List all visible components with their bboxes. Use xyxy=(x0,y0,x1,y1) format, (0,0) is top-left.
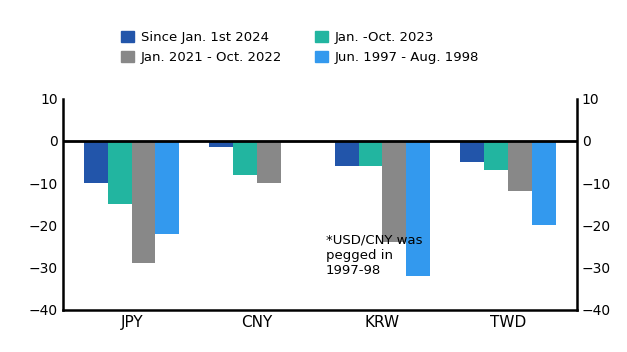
Bar xyxy=(209,141,233,147)
Legend: Since Jan. 1st 2024, Jan. 2021 - Oct. 2022, Jan. -Oct. 2023, Jun. 1997 - Aug. 19: Since Jan. 1st 2024, Jan. 2021 - Oct. 20… xyxy=(121,31,479,64)
Bar xyxy=(335,141,359,166)
Bar xyxy=(508,141,532,191)
Bar xyxy=(132,141,155,263)
Bar xyxy=(460,141,484,162)
Bar xyxy=(84,141,108,183)
Bar xyxy=(484,141,508,170)
Bar xyxy=(532,141,556,225)
Bar xyxy=(382,141,406,242)
Text: *USD/CNY was
pegged in
1997-98: *USD/CNY was pegged in 1997-98 xyxy=(326,234,423,277)
Bar xyxy=(155,141,179,234)
Bar xyxy=(233,141,257,175)
Bar xyxy=(108,141,132,204)
Bar xyxy=(257,141,281,183)
Bar xyxy=(359,141,382,166)
Bar xyxy=(406,141,430,276)
